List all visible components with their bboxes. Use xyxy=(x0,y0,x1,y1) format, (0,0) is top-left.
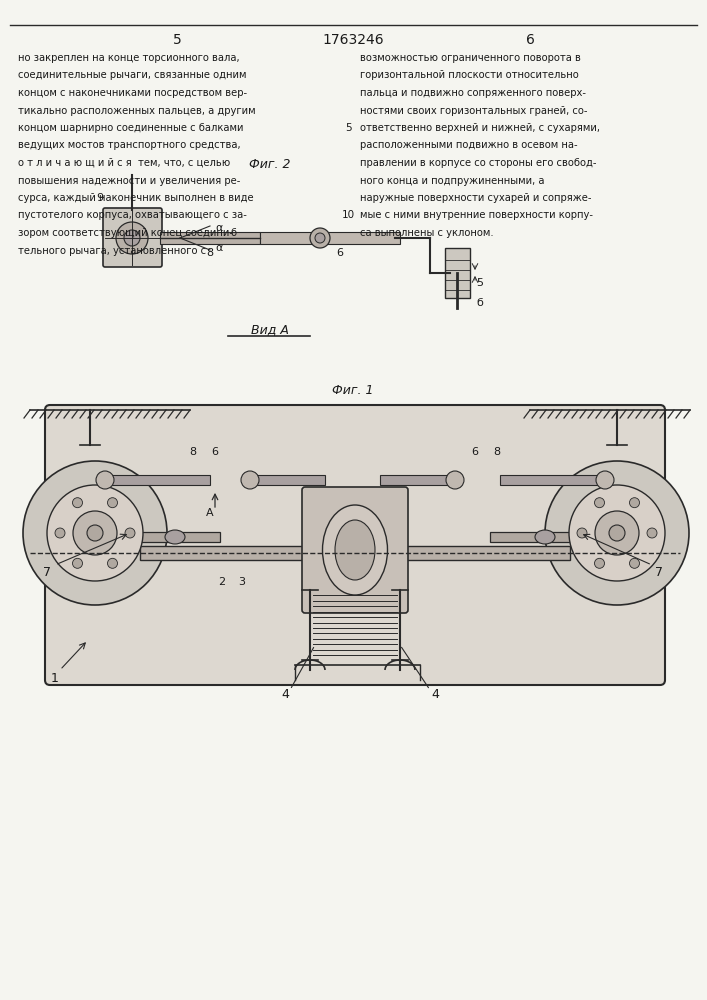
Text: соединительные рычаги, связанные одним: соединительные рычаги, связанные одним xyxy=(18,70,247,81)
Text: 8: 8 xyxy=(189,447,197,457)
Circle shape xyxy=(23,461,167,605)
Bar xyxy=(100,475,210,485)
Text: 8: 8 xyxy=(493,447,501,457)
Ellipse shape xyxy=(165,530,185,544)
Text: са выполнены с уклоном.: са выполнены с уклоном. xyxy=(360,228,493,238)
Text: 5: 5 xyxy=(345,123,351,133)
Text: 6: 6 xyxy=(472,447,479,457)
Text: о т л и ч а ю щ и й с я  тем, что, с целью: о т л и ч а ю щ и й с я тем, что, с цель… xyxy=(18,158,230,168)
Ellipse shape xyxy=(535,530,555,544)
Text: α: α xyxy=(215,223,223,233)
Circle shape xyxy=(545,461,689,605)
Circle shape xyxy=(315,233,325,243)
Text: 6: 6 xyxy=(525,33,534,47)
Text: 7: 7 xyxy=(655,566,663,578)
Circle shape xyxy=(609,525,625,541)
Bar xyxy=(160,232,260,244)
Text: наружные поверхности сухарей и сопряже-: наружные поверхности сухарей и сопряже- xyxy=(360,193,592,203)
Circle shape xyxy=(125,528,135,538)
Circle shape xyxy=(73,498,83,508)
Ellipse shape xyxy=(322,505,387,595)
Circle shape xyxy=(446,471,464,489)
Text: 6: 6 xyxy=(337,248,344,258)
FancyBboxPatch shape xyxy=(103,208,162,267)
Text: 6: 6 xyxy=(211,447,218,457)
Text: зором соответствующий конец соедини-: зором соответствующий конец соедини- xyxy=(18,228,233,238)
Circle shape xyxy=(107,558,117,568)
Circle shape xyxy=(647,528,657,538)
Text: пальца и подвижно сопряженного поверх-: пальца и подвижно сопряженного поверх- xyxy=(360,88,586,98)
Text: ного конца и подпружиненными, а: ного конца и подпружиненными, а xyxy=(360,176,544,186)
Bar xyxy=(445,248,470,298)
Text: горизонтальной плоскости относительно: горизонтальной плоскости относительно xyxy=(360,70,579,81)
Text: A: A xyxy=(206,508,214,518)
Bar xyxy=(245,475,325,485)
Text: 1763246: 1763246 xyxy=(322,33,384,47)
FancyBboxPatch shape xyxy=(45,405,665,685)
Text: б: б xyxy=(230,228,236,238)
Circle shape xyxy=(595,498,604,508)
FancyBboxPatch shape xyxy=(302,487,408,613)
Text: 3: 3 xyxy=(238,577,245,587)
Text: Фиг. 1: Фиг. 1 xyxy=(332,383,374,396)
Text: пустотелого корпуса, охватывающего с за-: пустотелого корпуса, охватывающего с за- xyxy=(18,211,247,221)
Circle shape xyxy=(310,228,330,248)
Text: повышения надежности и увеличения ре-: повышения надежности и увеличения ре- xyxy=(18,176,240,186)
Circle shape xyxy=(596,471,614,489)
Circle shape xyxy=(55,528,65,538)
Ellipse shape xyxy=(335,520,375,580)
Text: концом с наконечниками посредством вер-: концом с наконечниками посредством вер- xyxy=(18,88,247,98)
Text: 5: 5 xyxy=(173,33,182,47)
Text: 7: 7 xyxy=(43,566,51,578)
Circle shape xyxy=(629,498,640,508)
Text: 10: 10 xyxy=(341,211,355,221)
Bar xyxy=(380,475,460,485)
Text: но закреплен на конце торсионного вала,: но закреплен на конце торсионного вала, xyxy=(18,53,240,63)
Circle shape xyxy=(73,558,83,568)
Circle shape xyxy=(124,230,140,246)
Circle shape xyxy=(241,471,259,489)
Text: ведущих мостов транспортного средства,: ведущих мостов транспортного средства, xyxy=(18,140,240,150)
Circle shape xyxy=(116,222,148,254)
Text: б: б xyxy=(477,298,484,308)
Circle shape xyxy=(595,558,604,568)
Bar xyxy=(490,532,580,542)
Circle shape xyxy=(577,528,587,538)
Text: возможностью ограниченного поворота в: возможностью ограниченного поворота в xyxy=(360,53,581,63)
Circle shape xyxy=(73,511,117,555)
Bar xyxy=(500,475,610,485)
Bar xyxy=(130,532,220,542)
Text: сурса, каждый наконечник выполнен в виде: сурса, каждый наконечник выполнен в виде xyxy=(18,193,254,203)
Circle shape xyxy=(107,498,117,508)
Bar xyxy=(260,232,400,244)
Text: 2: 2 xyxy=(218,577,226,587)
Text: 5: 5 xyxy=(477,278,484,288)
Circle shape xyxy=(96,471,114,489)
Text: α: α xyxy=(215,243,223,253)
Circle shape xyxy=(569,485,665,581)
Circle shape xyxy=(87,525,103,541)
Circle shape xyxy=(629,558,640,568)
Text: 1: 1 xyxy=(51,672,59,684)
Circle shape xyxy=(595,511,639,555)
Text: ностями своих горизонтальных граней, со-: ностями своих горизонтальных граней, со- xyxy=(360,105,588,115)
Text: тикально расположенных пальцев, а другим: тикально расположенных пальцев, а другим xyxy=(18,105,256,115)
Text: ответственно верхней и нижней, с сухарями,: ответственно верхней и нижней, с сухарям… xyxy=(360,123,600,133)
Text: 4: 4 xyxy=(281,688,289,702)
Text: концом шарнирно соединенные с балками: концом шарнирно соединенные с балками xyxy=(18,123,243,133)
Text: мые с ними внутренние поверхности корпу-: мые с ними внутренние поверхности корпу- xyxy=(360,211,593,221)
Text: 8: 8 xyxy=(206,248,214,258)
Text: 4: 4 xyxy=(431,688,439,702)
Circle shape xyxy=(47,485,143,581)
Text: тельного рычага, установленного с: тельного рычага, установленного с xyxy=(18,245,206,255)
Text: Вид A: Вид A xyxy=(251,324,289,336)
Text: Фиг. 2: Фиг. 2 xyxy=(250,158,291,172)
Text: правлении в корпусе со стороны его свобод-: правлении в корпусе со стороны его свобо… xyxy=(360,158,597,168)
Text: расположенными подвижно в осевом на-: расположенными подвижно в осевом на- xyxy=(360,140,578,150)
Text: 9: 9 xyxy=(96,193,103,203)
Bar xyxy=(140,546,570,560)
